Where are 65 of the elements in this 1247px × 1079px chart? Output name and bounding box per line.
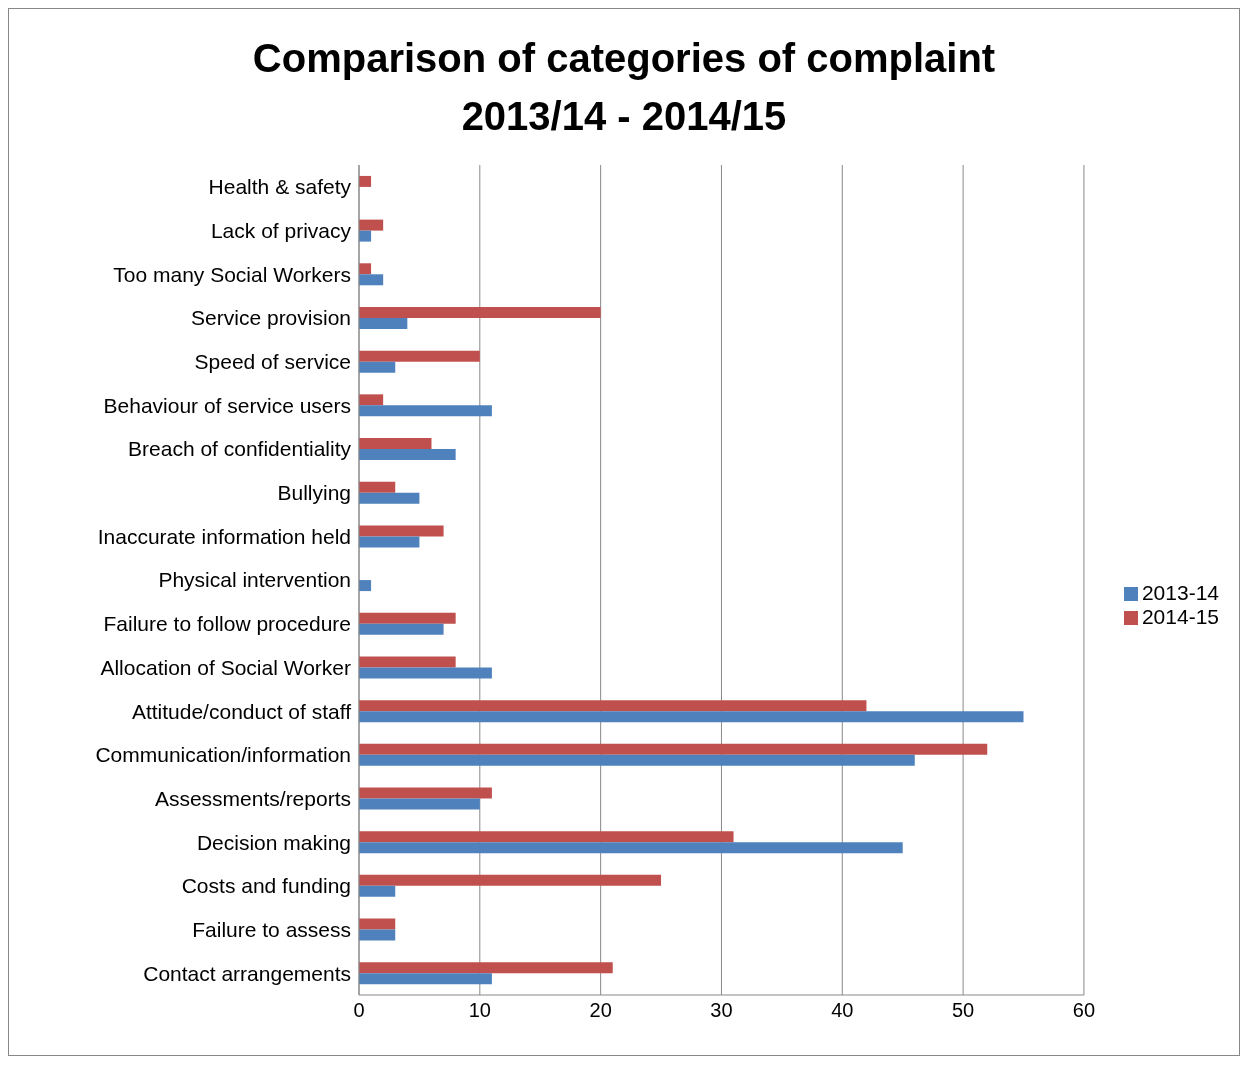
bar: [359, 438, 432, 450]
x-tick-label: 0: [353, 999, 365, 1022]
y-tick-label: Decision making: [196, 830, 351, 854]
bar: [359, 175, 372, 187]
x-tick-label: 10: [468, 999, 491, 1022]
bar: [359, 492, 420, 504]
x-tick-label: 20: [589, 999, 612, 1022]
chart-title: Comparison of categories of complaint 2013/14 - 2014/15: [251, 35, 997, 140]
bar: [359, 831, 734, 843]
y-tick-label: Health & safety: [208, 175, 352, 199]
y-tick-label: Physical intervention: [158, 568, 351, 592]
bar: [359, 754, 915, 766]
bar: [359, 394, 384, 406]
y-tick-label: Assessments/reports: [154, 786, 351, 810]
y-tick-label: Costs and funding: [181, 874, 351, 898]
bar: [359, 405, 492, 417]
bar: [359, 667, 492, 679]
bar: [359, 962, 613, 974]
y-tick-label: Service provision: [191, 306, 351, 330]
x-tick-label: 40: [831, 999, 854, 1022]
bar: [359, 263, 372, 275]
x-tick-label: 30: [710, 999, 733, 1022]
y-tick-label: Lack of privacy: [210, 218, 352, 242]
legend-label: 2014-15: [1141, 605, 1219, 628]
bar: [359, 918, 396, 930]
x-tick-label: 50: [951, 999, 975, 1022]
bar: [359, 874, 662, 886]
bar: [359, 525, 444, 537]
y-tick-label: Speed of service: [194, 350, 351, 374]
y-tick-label: Too many Social Workers: [113, 262, 351, 286]
bar: [359, 743, 988, 755]
bar: [359, 230, 372, 242]
bar: [359, 842, 903, 854]
y-tick-label: Failure to follow procedure: [103, 612, 351, 636]
y-tick-label: Inaccurate information held: [97, 524, 351, 548]
bar: [359, 973, 492, 985]
legend-label: 2013-14: [1141, 581, 1219, 604]
bar: [359, 656, 456, 668]
bar: [359, 536, 420, 548]
bar: [359, 350, 480, 362]
y-tick-label: Bullying: [277, 481, 351, 505]
y-tick-label: Failure to assess: [192, 917, 351, 941]
bar: [359, 306, 601, 318]
bar: [359, 787, 492, 799]
y-tick-label: Communication/information: [95, 743, 351, 767]
bar: [359, 711, 1024, 723]
y-tick-label: Attitude/conduct of staff: [131, 699, 352, 723]
bar: [359, 361, 396, 373]
y-tick-label: Contact arrangements: [143, 961, 351, 985]
bar: [359, 274, 384, 286]
y-tick-label: Behaviour of service users: [103, 393, 351, 417]
bar: [359, 317, 408, 329]
bar: [359, 798, 480, 810]
bar: [359, 929, 396, 941]
bar: [359, 612, 456, 624]
bar: [359, 481, 396, 493]
bar: [359, 623, 444, 635]
bar: [359, 449, 456, 461]
y-tick-label: Breach of confidentiality: [128, 437, 352, 461]
bar: [359, 885, 396, 897]
bar: [359, 219, 384, 231]
bar: [359, 580, 372, 592]
x-tick-label: 60: [1072, 999, 1096, 1022]
bar: [359, 700, 867, 712]
y-tick-label: Allocation of Social Worker: [100, 655, 351, 679]
